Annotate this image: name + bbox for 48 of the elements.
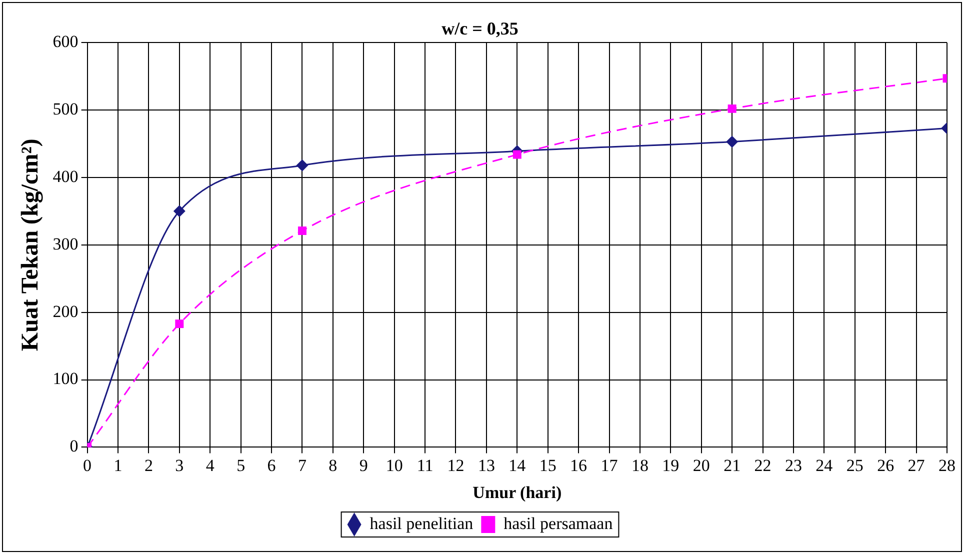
legend-label: hasil persamaan [504,514,614,533]
x-axis-title: Umur (hari) [472,483,562,502]
x-tick-label: 17 [600,456,618,475]
x-tick-label: 24 [816,456,834,475]
y-tick-label: 400 [52,166,78,186]
x-tick-label: 23 [784,456,802,475]
point [173,205,186,218]
x-tick-label: 28 [938,456,956,475]
x-tick-label: 27 [908,456,926,475]
y-tick-label: 0 [70,436,78,456]
point [175,320,184,328]
y-tick-label: 100 [52,369,78,388]
x-tick-label: 13 [478,456,495,475]
y-tick-label: 600 [52,32,78,52]
y-axis-title: Kuat Tekan (kg/cm²) [18,138,44,352]
point [728,104,736,113]
x-tick-label: 6 [267,456,276,475]
point [726,136,738,148]
x-tick-label: 1 [114,456,122,475]
y-tick-label: 300 [52,234,78,254]
x-tick-label: 2 [144,456,153,475]
x-tick-label: 4 [206,456,215,475]
x-tick-label: 12 [447,456,464,475]
point [296,159,308,172]
x-tick-label: 26 [877,456,894,475]
x-tick-label: 0 [83,456,92,475]
y-tick-label: 500 [52,100,78,118]
point [512,150,522,159]
x-tick-label: 21 [724,456,741,475]
legend-label: hasil penelitian [370,514,474,533]
x-tick-label: 3 [175,456,184,475]
x-tick-label: 7 [298,456,307,475]
x-tick-label: 5 [236,456,246,475]
chart-title: w/c = 0,35 [442,18,518,38]
x-tick-label: 8 [328,456,338,475]
x-tick-label: 11 [416,456,434,475]
point [298,226,306,235]
x-tick-label: 9 [359,456,368,475]
x-tick-label: 18 [631,456,648,475]
x-tick-label: 14 [508,456,526,475]
x-tick-label: 10 [386,456,403,475]
x-tick-label: 20 [692,456,710,475]
y-tick-label: 200 [52,302,78,321]
x-tick-label: 25 [846,456,864,475]
x-tick-label: 19 [662,456,680,475]
x-tick-label: 22 [754,456,772,475]
x-tick-label: 15 [539,456,556,475]
x-tick-label: 16 [570,456,588,475]
